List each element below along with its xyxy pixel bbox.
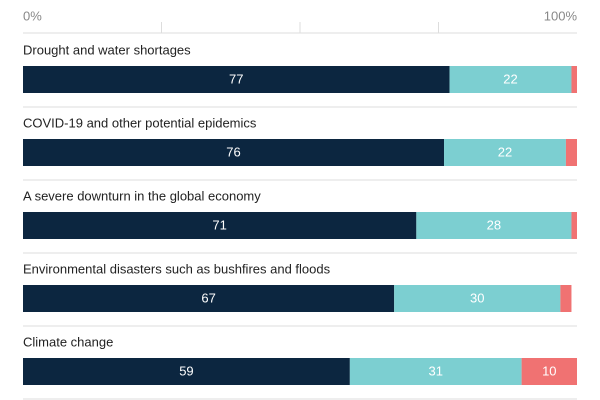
bar-segment <box>416 212 572 239</box>
category-label: Climate change <box>23 334 113 349</box>
bar-segment <box>560 285 572 312</box>
value-label: 30 <box>470 290 484 305</box>
bar-segment <box>571 66 577 93</box>
value-label: 22 <box>498 144 512 159</box>
value-label: 77 <box>229 71 243 86</box>
bar-segment <box>349 358 522 385</box>
category-label: A severe downturn in the global economy <box>23 188 261 203</box>
bar-segment <box>394 285 561 312</box>
bar-segment <box>23 212 417 239</box>
bar-segment <box>23 358 350 385</box>
bar-segment <box>571 212 577 239</box>
value-label: 10 <box>542 363 556 378</box>
value-label: 22 <box>503 71 517 86</box>
value-label: 31 <box>428 363 442 378</box>
category-label: Environmental disasters such as bushfire… <box>23 261 331 276</box>
bar-segment <box>23 139 445 166</box>
value-label: 59 <box>179 363 193 378</box>
x-tick-label: 0% <box>23 8 42 23</box>
category-label: Drought and water shortages <box>23 42 191 57</box>
bar-segment <box>565 139 577 166</box>
value-label: 76 <box>226 144 240 159</box>
value-label: 71 <box>212 217 226 232</box>
bar-segment <box>23 285 395 312</box>
bar-segment <box>444 139 566 166</box>
value-label: 28 <box>487 217 501 232</box>
category-label: COVID-19 and other potential epidemics <box>23 115 257 130</box>
bar-segment <box>449 66 572 93</box>
x-tick-label: 100% <box>544 8 578 23</box>
bar-segment <box>521 358 577 385</box>
bar-segment <box>23 66 450 93</box>
value-label: 67 <box>201 290 215 305</box>
